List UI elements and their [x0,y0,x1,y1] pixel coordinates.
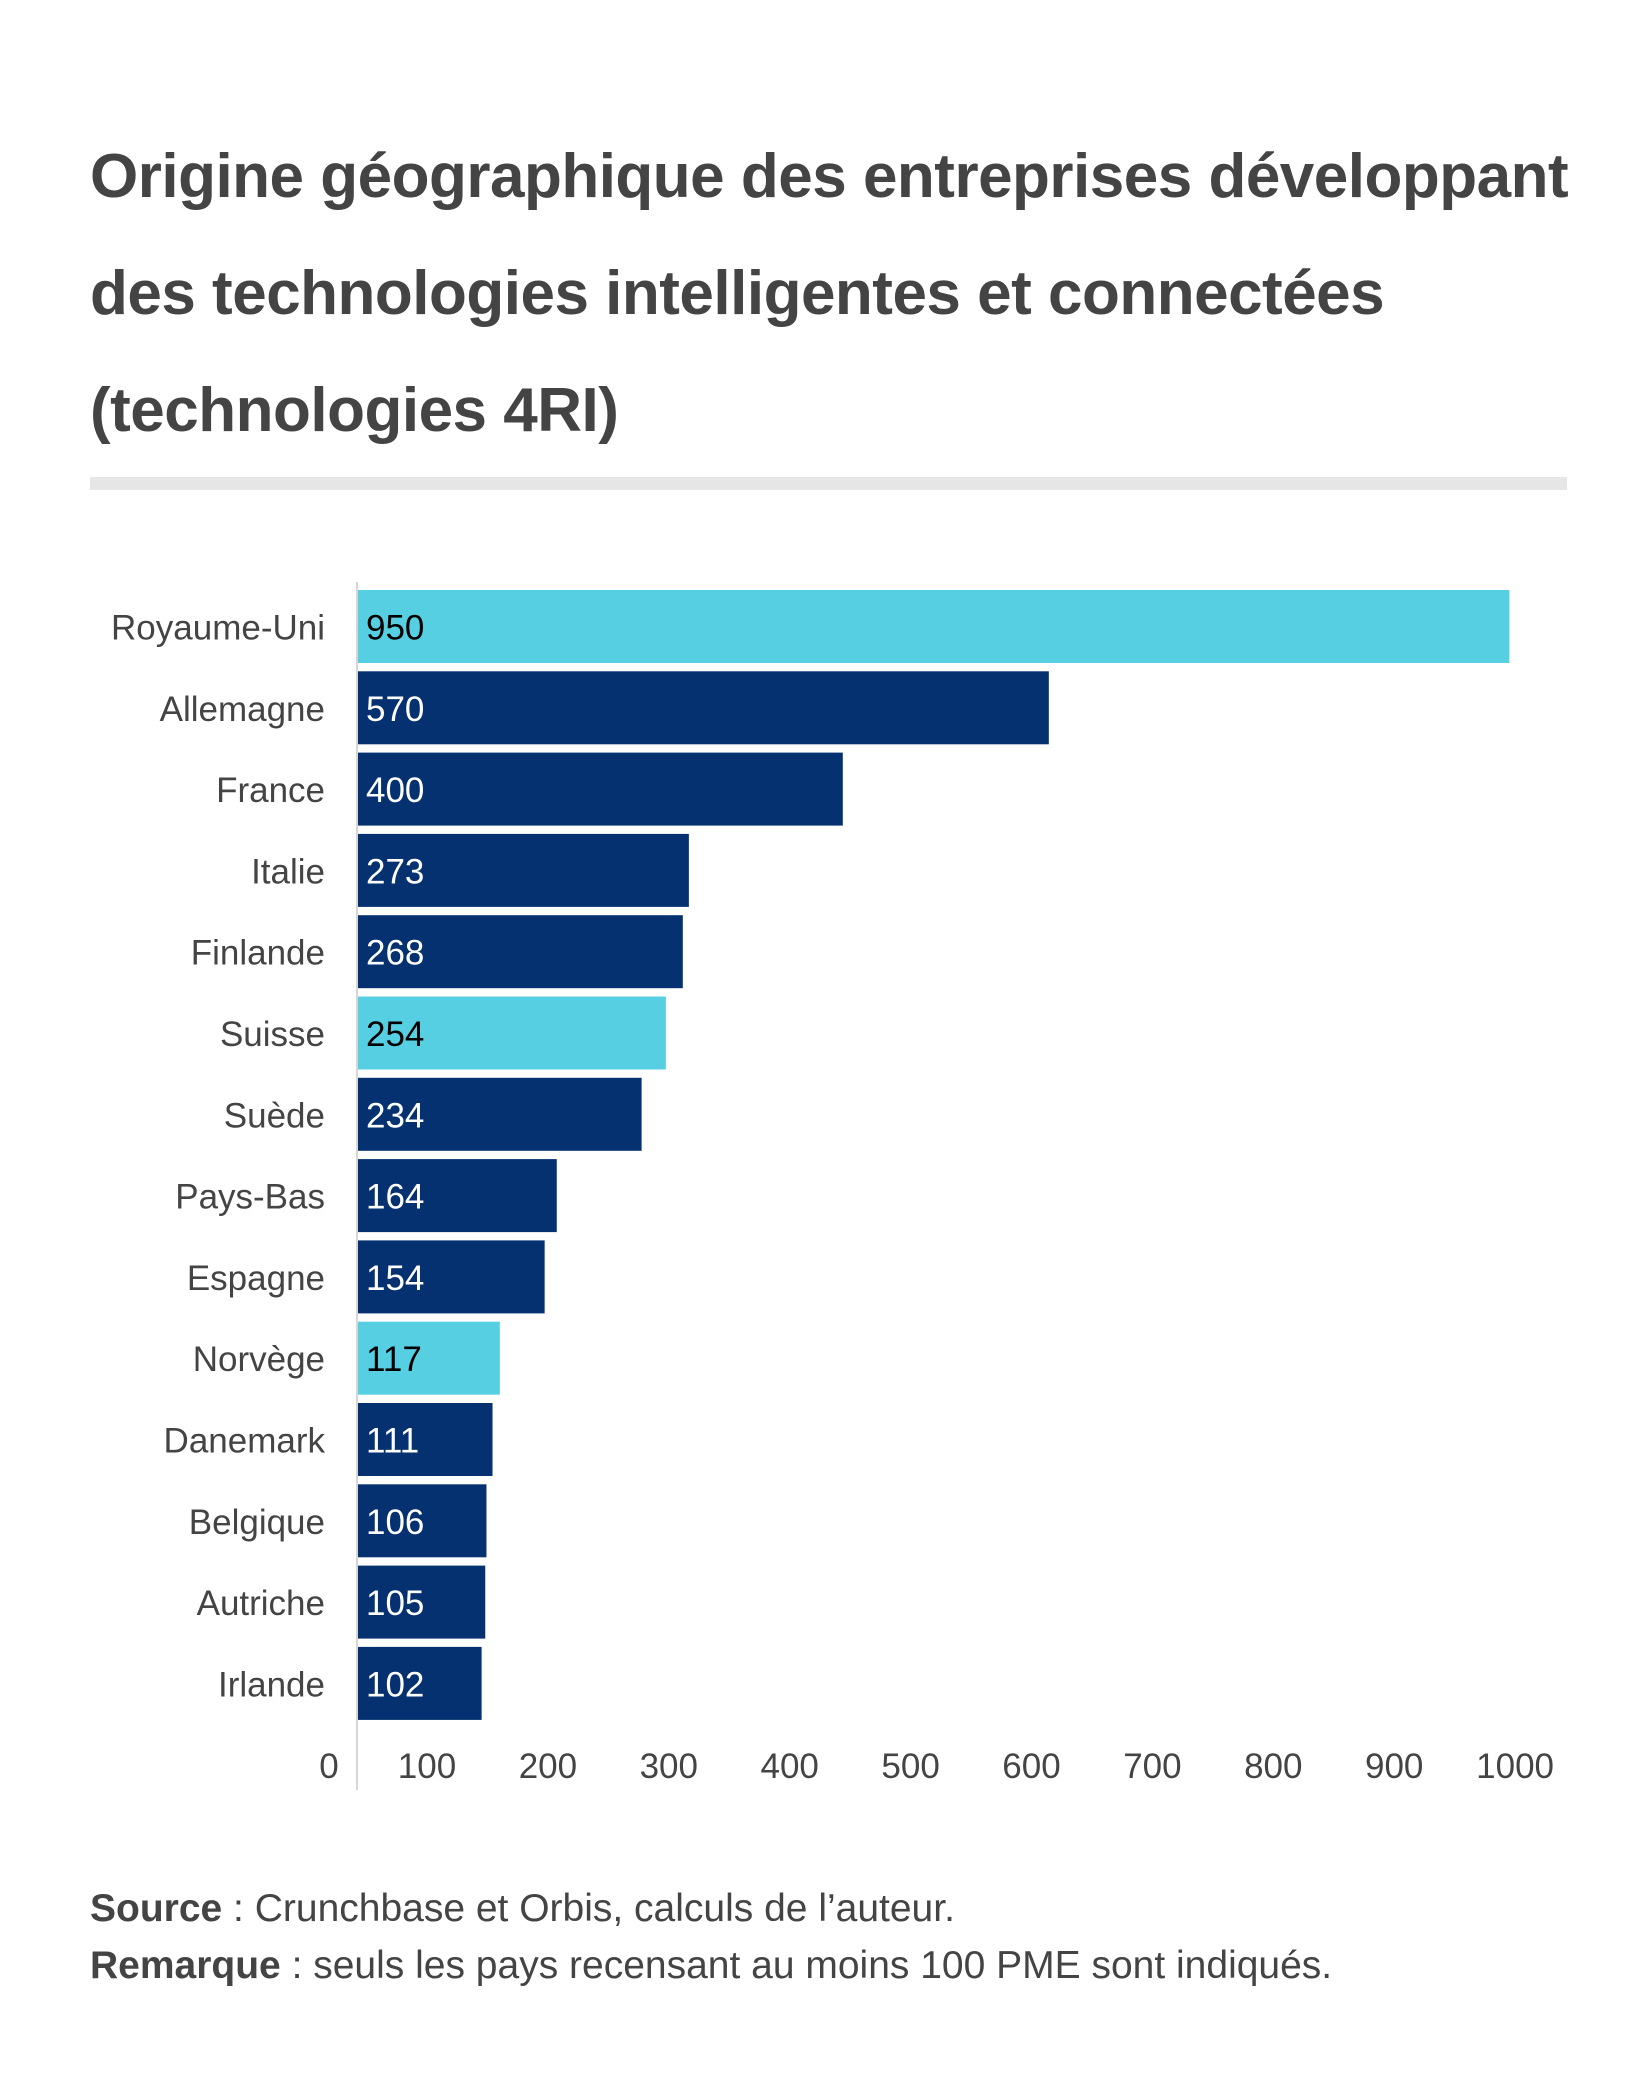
data-label: 102 [366,1665,424,1704]
source-label: Source [90,1887,222,1930]
x-tick-label: 700 [1123,1747,1181,1786]
data-label: 117 [366,1340,422,1379]
data-label: 273 [366,852,424,891]
category-label: Autriche [197,1584,325,1623]
category-label: Danemark [164,1422,326,1461]
x-tick-label: 100 [398,1747,456,1786]
bar-royaume-uni [358,590,1509,663]
x-tick-label: 500 [881,1747,939,1786]
note-text: : seuls les pays recensant au moins 100 … [281,1944,1332,1987]
x-tick-label: 900 [1365,1747,1423,1786]
note-label: Remarque [90,1944,281,1987]
source-line: Source : Crunchbase et Orbis, calculs de… [90,1880,1332,1937]
note-line: Remarque : seuls les pays recensant au m… [90,1937,1332,1994]
x-tick-label: 200 [519,1747,577,1786]
source-text: : Crunchbase et Orbis, calculs de l’aute… [222,1887,955,1930]
category-label: Allemagne [160,690,325,729]
category-label: Espagne [187,1259,325,1298]
category-label: Irlande [218,1665,325,1704]
x-tick-label: 400 [760,1747,818,1786]
category-label: Royaume-Uni [111,609,325,648]
bar-allemagne [358,671,1049,744]
bar-chart: Royaume-Uni 950 Allemagne 570 France 400 Itali… [0,0,1650,1850]
data-label: 164 [366,1178,424,1217]
data-label: 400 [366,771,424,810]
data-label: 154 [366,1259,424,1298]
data-label: 570 [366,690,424,729]
category-label: Suisse [220,1015,325,1054]
x-tick-label: 1000 [1476,1747,1554,1786]
x-tick-label: 600 [1002,1747,1060,1786]
category-label: Suède [224,1096,325,1135]
data-label: 268 [366,934,424,973]
category-label: Finlande [191,934,325,973]
category-label: Belgique [189,1503,325,1542]
data-label: 254 [366,1015,424,1054]
data-label: 106 [366,1503,424,1542]
category-label: Italie [251,852,325,891]
category-label: Pays-Bas [175,1178,325,1217]
data-label: 111 [366,1422,419,1461]
x-tick-label: 300 [640,1747,698,1786]
bar-france [358,753,843,826]
x-tick-label: 0 [319,1747,338,1786]
data-label: 105 [366,1584,424,1623]
footnotes: Source : Crunchbase et Orbis, calculs de… [90,1880,1332,1994]
x-tick-label: 800 [1244,1747,1302,1786]
category-label: France [216,771,325,810]
data-label: 234 [366,1096,424,1135]
data-label: 950 [366,609,424,648]
category-label: Norvège [193,1340,325,1379]
